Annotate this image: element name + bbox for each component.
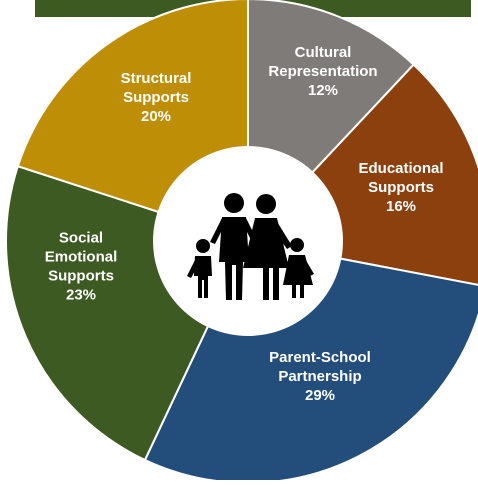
slice-label-4: Social Emotional Supports 23%: [45, 230, 118, 304]
center-hole: [153, 146, 343, 336]
slice-label-3: Parent-School Partnership 29%: [269, 349, 371, 404]
slice-label-1: Cultural Representation 12%: [268, 44, 377, 99]
family-icon: [187, 193, 314, 300]
slice-label-2: Educational Supports 16%: [358, 160, 443, 215]
slice-label-5: Structural Supports 20%: [121, 70, 192, 125]
chart-labels: Cultural Representation 12% Educational Supp…: [45, 44, 444, 404]
